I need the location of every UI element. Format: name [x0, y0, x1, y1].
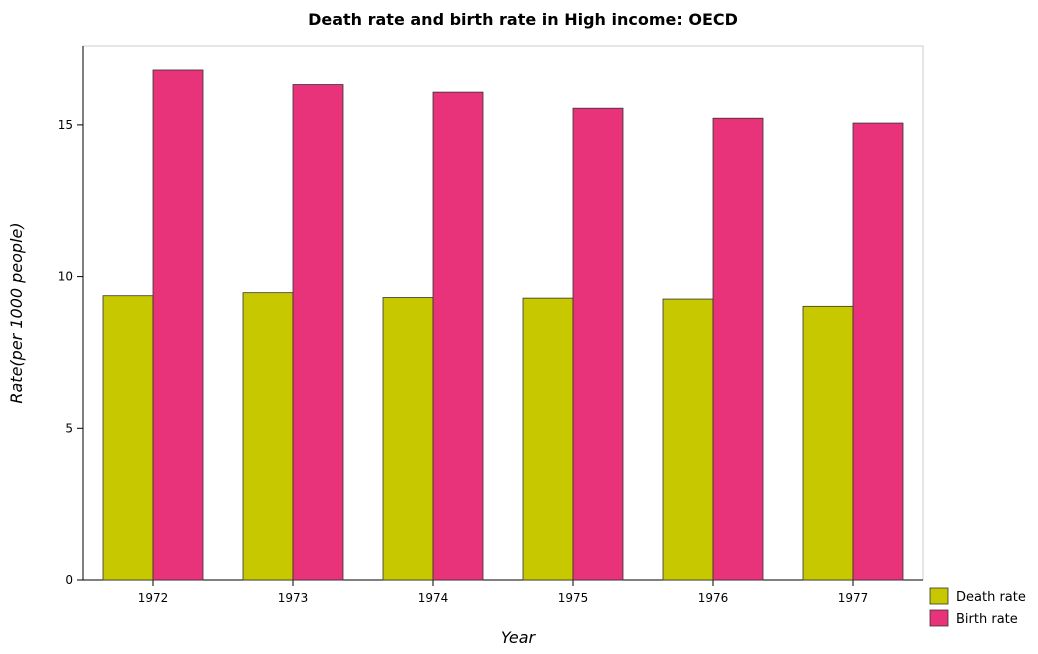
- x-tick-label: 1974: [418, 591, 449, 605]
- legend-swatch-birth-rate: [929, 609, 949, 627]
- birth-rate-bar: [292, 84, 344, 581]
- death-rate-bar: [522, 297, 574, 581]
- death-rate-bar: [662, 298, 714, 581]
- birth-rate-bar: [712, 117, 764, 581]
- bars: [102, 69, 904, 581]
- birth-rate-bar: [852, 122, 904, 581]
- x-axis-label: Year: [501, 628, 537, 647]
- x-tick-label: 1975: [558, 591, 589, 605]
- death-rate-bar: [242, 292, 294, 581]
- x-axis: 1972 1973 1974 1975 1976 1977: [83, 579, 923, 605]
- y-tick-label: 10: [58, 270, 73, 284]
- x-tick-label: 1973: [278, 591, 309, 605]
- death-rate-bar: [102, 295, 154, 581]
- death-rate-bar: [382, 297, 434, 581]
- death-rate-bar: [802, 305, 854, 581]
- plot-area: [82, 45, 924, 581]
- x-tick-label: 1977: [838, 591, 869, 605]
- chart-title: Death rate and birth rate in High income…: [308, 10, 738, 29]
- y-tick-label: 0: [65, 573, 73, 587]
- legend: Death rate Birth rate: [929, 587, 1026, 627]
- y-axis: 0 5 10 15: [58, 46, 84, 587]
- legend-swatch-death-rate: [929, 587, 949, 605]
- y-tick-label: 5: [65, 421, 73, 435]
- legend-label-death-rate: Death rate: [956, 590, 1026, 605]
- y-axis-label: Rate(per 1000 people): [7, 222, 26, 403]
- x-tick-label: 1976: [698, 591, 729, 605]
- legend-label-birth-rate: Birth rate: [956, 612, 1018, 627]
- x-tick-label: 1972: [138, 591, 169, 605]
- birth-rate-bar: [572, 107, 624, 581]
- birth-rate-bar: [432, 91, 484, 581]
- y-tick-label: 15: [58, 118, 73, 132]
- birth-rate-bar: [152, 69, 204, 581]
